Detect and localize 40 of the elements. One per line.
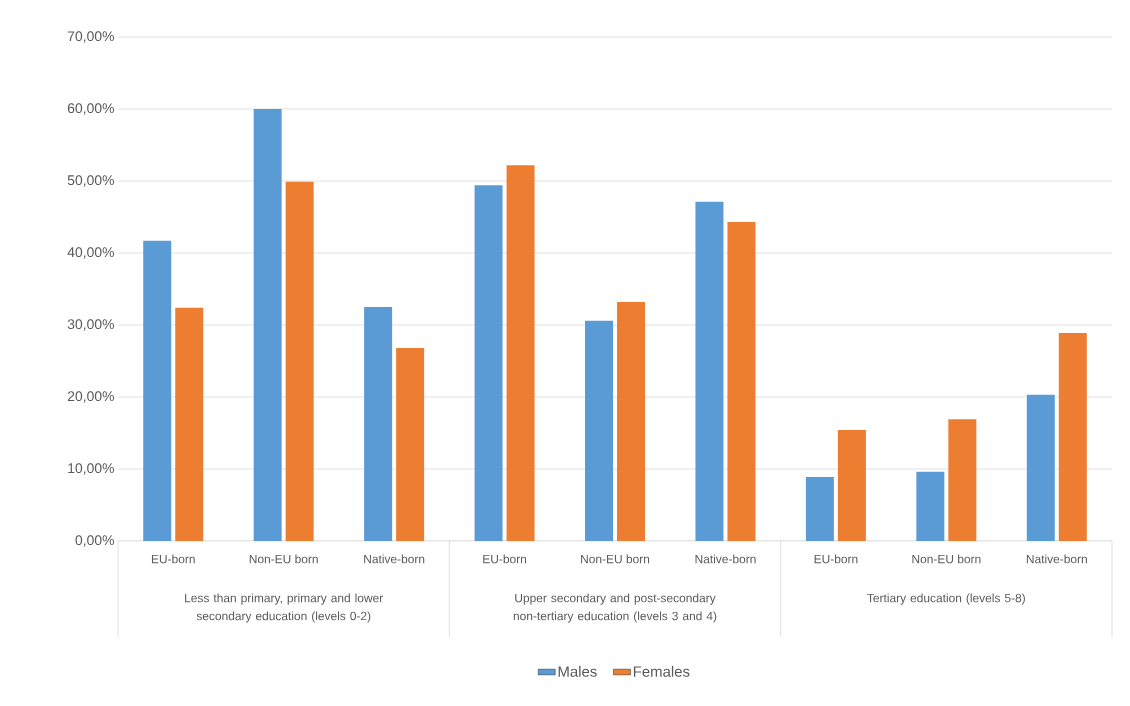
text: Less than primary, primary and lower secondary education (levels 0-2) <box>185 593 384 623</box>
y-tick-label: 10,00% <box>68 463 114 475</box>
bar <box>727 222 756 541</box>
bar <box>837 430 866 541</box>
bar <box>506 165 535 541</box>
bar <box>695 201 724 541</box>
bar <box>364 306 393 541</box>
bar <box>285 181 314 541</box>
bar <box>396 348 425 541</box>
y-tick-label: 50,00% <box>67 175 114 187</box>
x-tick-label: Non-EU born <box>912 554 981 564</box>
bar <box>585 320 614 541</box>
x-tick-label: Non-EU born <box>249 554 318 564</box>
x-tick-label: Native-born <box>1026 554 1087 564</box>
bar <box>474 185 503 541</box>
x-tick-label: Native-born <box>695 554 756 564</box>
x-tick-label: EU-born <box>483 554 527 564</box>
x-tick-label: Native-born <box>364 554 425 564</box>
y-tick-label: 70,00% <box>67 31 114 43</box>
bar <box>617 301 646 541</box>
bar <box>1058 332 1087 541</box>
x-tick-label: EU-born <box>151 554 195 564</box>
text: Tertiary education (levels 5-8) <box>867 593 1025 605</box>
x-tick-label: EU-born <box>814 554 858 564</box>
bar <box>1026 394 1055 541</box>
x-tick-label: Non-EU born <box>581 554 650 564</box>
bar <box>143 240 172 541</box>
y-tick-label: 40,00% <box>67 247 114 259</box>
bar <box>253 108 282 541</box>
y-tick-label: 0,00% <box>75 535 114 547</box>
y-tick-label: 60,00% <box>67 103 114 115</box>
legend-label: Males <box>558 665 597 677</box>
y-tick-label: 30,00% <box>67 319 114 331</box>
y-tick-label: 20,00% <box>67 391 114 403</box>
bar <box>805 476 834 541</box>
text: Upper secondary and post-secondary non-tertiary education (levels 3 and 4) <box>513 593 717 623</box>
legend-label: Females <box>633 665 690 677</box>
bar <box>175 307 204 541</box>
bar <box>916 471 945 541</box>
bar <box>948 419 977 541</box>
